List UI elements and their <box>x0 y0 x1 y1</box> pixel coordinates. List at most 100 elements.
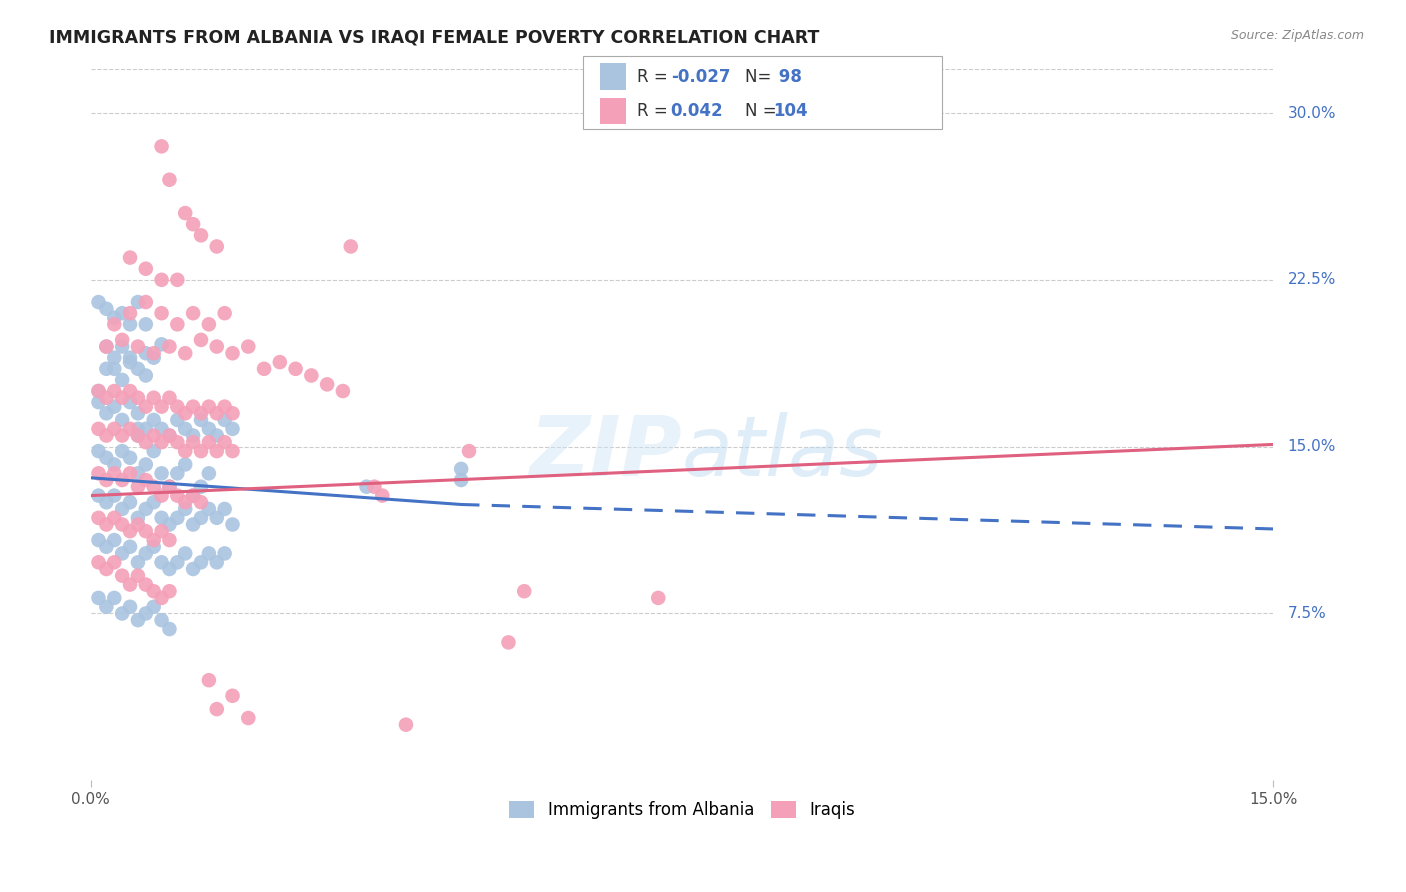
Point <box>159 480 181 494</box>
Point <box>103 361 125 376</box>
Point <box>118 355 141 369</box>
Point <box>150 400 173 414</box>
Point <box>103 533 125 547</box>
Text: 30.0%: 30.0% <box>1288 105 1336 120</box>
Point <box>238 711 260 725</box>
Point <box>205 239 228 253</box>
Point <box>363 480 385 494</box>
Point <box>127 428 149 442</box>
Point <box>198 673 221 688</box>
Point <box>118 599 141 614</box>
Point <box>127 391 149 405</box>
Point <box>96 340 118 354</box>
Point <box>111 428 134 442</box>
Point <box>150 524 173 538</box>
Point <box>181 217 204 231</box>
Point <box>159 562 181 576</box>
Point <box>190 406 212 420</box>
Point <box>150 511 173 525</box>
Text: 98: 98 <box>773 68 803 86</box>
Point <box>135 435 157 450</box>
Point <box>284 361 307 376</box>
Point <box>127 517 149 532</box>
Text: R =: R = <box>637 68 673 86</box>
Point <box>96 428 118 442</box>
Point <box>221 517 243 532</box>
Point <box>142 428 165 442</box>
Point <box>111 607 134 621</box>
Point <box>142 495 165 509</box>
Point <box>159 391 181 405</box>
Point <box>150 306 173 320</box>
Point <box>111 502 134 516</box>
Point <box>127 422 149 436</box>
Point <box>103 511 125 525</box>
Point <box>142 584 165 599</box>
Point <box>166 273 188 287</box>
Legend: Immigrants from Albania, Iraqis: Immigrants from Albania, Iraqis <box>502 794 862 825</box>
Point <box>150 555 173 569</box>
Point <box>159 517 181 532</box>
Point <box>135 295 157 310</box>
Point <box>142 413 165 427</box>
Point <box>205 340 228 354</box>
Point <box>159 340 181 354</box>
Text: -0.027: -0.027 <box>671 68 730 86</box>
Point <box>135 400 157 414</box>
Text: 22.5%: 22.5% <box>1288 272 1336 287</box>
Point <box>118 251 141 265</box>
Point <box>190 333 212 347</box>
Point <box>87 295 110 310</box>
Point <box>127 295 149 310</box>
Point <box>111 546 134 560</box>
Point <box>87 444 110 458</box>
Text: N=: N= <box>745 68 776 86</box>
Point <box>142 540 165 554</box>
Point <box>198 546 221 560</box>
Point <box>221 689 243 703</box>
Point <box>135 346 157 360</box>
Point <box>181 435 204 450</box>
Point <box>135 261 157 276</box>
Point <box>174 444 197 458</box>
Point <box>87 384 110 398</box>
Point <box>190 444 212 458</box>
Point <box>181 306 204 320</box>
Point <box>135 318 157 332</box>
Point <box>214 435 236 450</box>
Point <box>111 444 134 458</box>
Point <box>87 384 110 398</box>
Point <box>103 400 125 414</box>
Point <box>198 467 221 481</box>
Text: ZIP: ZIP <box>529 412 682 493</box>
Point <box>118 306 141 320</box>
Point <box>135 546 157 560</box>
Text: N =: N = <box>745 102 782 120</box>
Point <box>150 613 173 627</box>
Point <box>198 502 221 516</box>
Point <box>96 340 118 354</box>
Point <box>87 467 110 481</box>
Point <box>198 435 221 450</box>
Point <box>205 555 228 569</box>
Text: IMMIGRANTS FROM ALBANIA VS IRAQI FEMALE POVERTY CORRELATION CHART: IMMIGRANTS FROM ALBANIA VS IRAQI FEMALE … <box>49 29 820 46</box>
Point <box>221 346 243 360</box>
Point <box>159 172 181 186</box>
Point <box>111 373 134 387</box>
Point <box>159 428 181 442</box>
Point <box>127 467 149 481</box>
Point <box>181 428 204 442</box>
Point <box>111 517 134 532</box>
Point <box>127 568 149 582</box>
Point <box>214 546 236 560</box>
Point <box>150 139 173 153</box>
Point <box>111 306 134 320</box>
Point <box>174 458 197 472</box>
Point <box>159 428 181 442</box>
Point <box>166 413 188 427</box>
Point <box>159 533 181 547</box>
Point <box>96 540 118 554</box>
Point <box>214 413 236 427</box>
Point <box>371 489 394 503</box>
Point <box>174 346 197 360</box>
